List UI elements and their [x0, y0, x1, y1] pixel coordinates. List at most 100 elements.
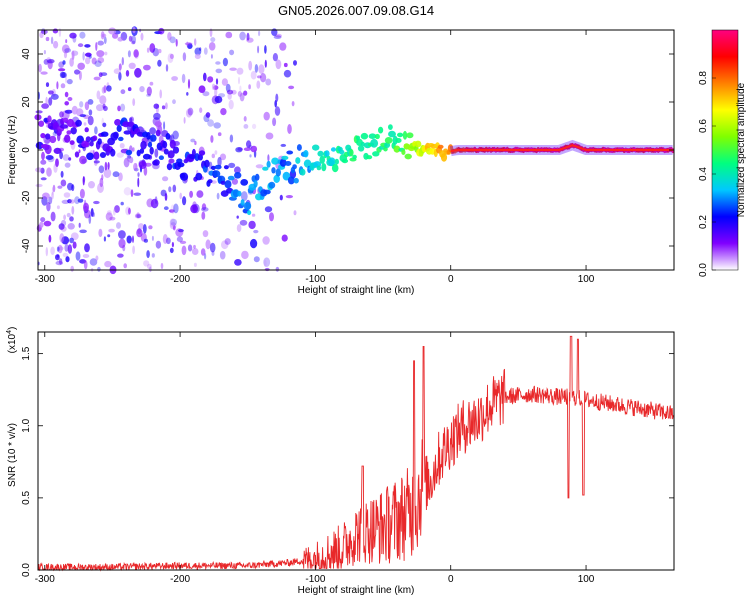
spectrogram-frame	[37, 29, 675, 271]
noise-blob	[248, 84, 251, 90]
noise-blob	[293, 60, 297, 66]
noise-blob	[291, 101, 295, 107]
noise-blob	[63, 192, 71, 198]
noise-blob	[106, 85, 112, 92]
colorbar-tick-label: 0.4	[698, 167, 709, 181]
noise-blob	[218, 93, 226, 98]
ridge-point	[316, 165, 322, 171]
noise-blob	[146, 86, 152, 96]
noise-blob	[113, 68, 122, 75]
noise-blob	[65, 256, 70, 263]
noise-blob	[236, 67, 244, 75]
noise-blob	[94, 159, 98, 166]
noise-blob	[118, 230, 126, 239]
ridge-point	[328, 157, 336, 167]
ridge-point	[395, 138, 402, 143]
ridge-point	[207, 179, 213, 184]
noise-blob	[40, 177, 47, 181]
ridge-point	[227, 175, 235, 181]
ridge-point	[75, 119, 82, 127]
noise-blob	[61, 44, 70, 54]
noise-blob	[210, 54, 213, 59]
snr-scale-exponent: 4	[6, 330, 13, 334]
spectrogram-xtick-label: -200	[170, 274, 190, 285]
noise-blob	[60, 179, 67, 187]
noise-blob	[200, 248, 206, 256]
noise-blob	[264, 45, 267, 54]
noise-blob	[58, 246, 64, 251]
noise-blob	[57, 244, 63, 254]
noise-blob	[149, 81, 154, 86]
noise-blob	[60, 226, 67, 232]
noise-blob	[146, 250, 150, 259]
noise-blob	[138, 161, 147, 169]
noise-blob	[59, 233, 65, 243]
noise-blob	[65, 39, 68, 44]
noise-blob	[82, 51, 85, 61]
noise-blob	[77, 62, 85, 70]
ridge-point	[374, 133, 380, 140]
noise-blob	[56, 81, 59, 90]
noise-blob	[84, 44, 91, 48]
noise-blob	[93, 160, 100, 164]
noise-blob	[255, 164, 264, 169]
noise-blob	[43, 50, 47, 55]
noise-blob	[216, 192, 220, 200]
noise-blob	[98, 72, 103, 78]
noise-blob	[97, 40, 104, 46]
noise-blob	[52, 131, 58, 137]
spectrogram-ytick-label: 0	[21, 147, 32, 153]
noise-blob	[243, 90, 248, 96]
ridge-point	[40, 144, 49, 149]
ridge-point	[198, 150, 206, 156]
noise-blob	[164, 192, 168, 201]
noise-blob	[205, 239, 211, 250]
noise-blob	[169, 53, 174, 60]
noise-blob	[137, 177, 140, 188]
ridge-point	[234, 172, 242, 179]
noise-blob	[103, 36, 107, 44]
noise-blob	[66, 78, 73, 85]
noise-blob	[108, 228, 115, 233]
noise-blob	[143, 238, 148, 243]
noise-blob	[217, 156, 222, 167]
noise-blob	[90, 208, 94, 217]
colorbar-ticks: 0.0 0.2 0.4 0.6 0.8	[698, 71, 716, 277]
noise-blob	[101, 33, 107, 38]
noise-blob	[63, 51, 68, 59]
noise-blob	[226, 89, 234, 95]
ridge-point	[392, 135, 398, 145]
noise-blob	[172, 99, 176, 105]
ridge-point	[92, 135, 98, 141]
noise-blob	[179, 192, 182, 200]
snr-line	[37, 335, 675, 572]
noise-blob	[71, 205, 75, 215]
colorbar: 0.0 0.2 0.4 0.6 0.8 Normalized spectral ampl…	[698, 29, 747, 277]
ridge-point	[334, 158, 339, 165]
ridge-point	[84, 127, 89, 133]
colorbar-label: Normalized spectral amplitude	[736, 82, 747, 217]
colorbar-tick-label: 0.0	[698, 263, 709, 277]
ridge-point	[163, 148, 169, 155]
noise-blob	[118, 238, 126, 249]
noise-blob	[60, 219, 67, 227]
noise-blob	[58, 28, 62, 37]
noise-blob	[103, 236, 106, 242]
noise-blob	[150, 198, 159, 209]
noise-blob	[169, 209, 175, 213]
ridge-point	[162, 140, 168, 149]
noise-blob	[120, 89, 126, 95]
noise-blob	[269, 212, 274, 222]
noise-blob	[220, 108, 227, 116]
ridge-point	[388, 130, 396, 138]
snr-ytick-label: 1.5	[21, 346, 32, 360]
noise-blob	[85, 57, 91, 65]
noise-blob	[131, 40, 136, 45]
noise-blob	[262, 236, 270, 245]
noise-blob	[253, 256, 260, 263]
noise-blob	[293, 210, 297, 216]
noise-blob	[69, 237, 74, 244]
noise-blob	[146, 198, 154, 208]
noise-blob	[279, 42, 287, 51]
ridge-point	[368, 133, 377, 139]
